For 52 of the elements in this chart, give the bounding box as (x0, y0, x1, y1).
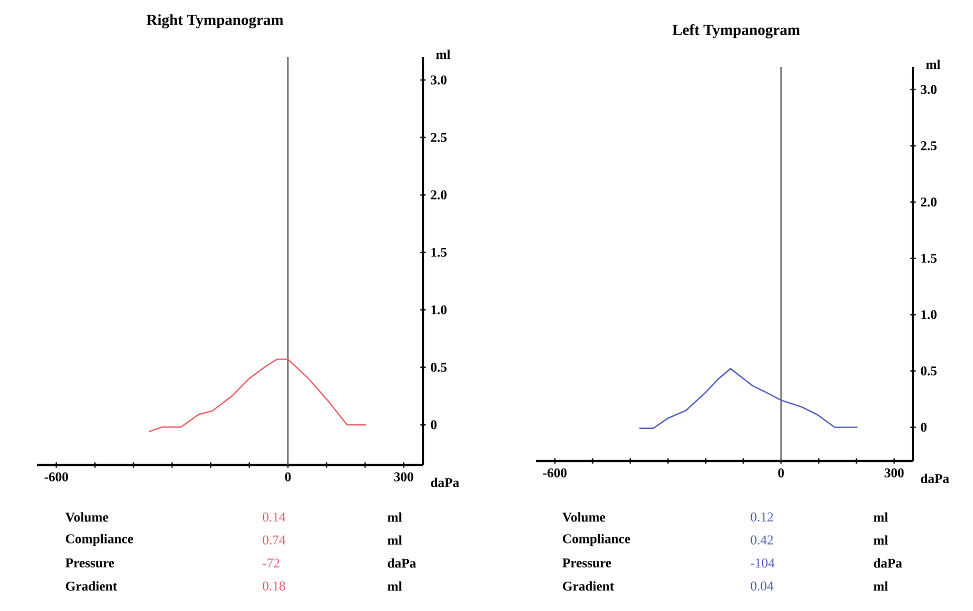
x-axis-title: daPa (430, 478, 460, 488)
text: Compliance (562, 534, 630, 546)
text: Volume (562, 512, 606, 522)
x-tick-label: 0 (285, 472, 291, 482)
y-tick-label: 0.5 (430, 362, 447, 372)
y-tick-label: 2.5 (430, 132, 447, 142)
text: Gradient (66, 581, 118, 591)
y-tick-label: 1.0 (921, 310, 937, 320)
text: 0.18 (262, 581, 286, 591)
x-tick-label: -600 (543, 468, 567, 478)
text: Pressure (66, 558, 114, 568)
text: 0.74 (262, 535, 286, 545)
text: Gradient (562, 581, 614, 591)
x-tick-label: 300 (884, 468, 904, 478)
x-axis-title: daPa (920, 474, 950, 484)
text: 0.04 (750, 581, 774, 591)
text: 0.42 (750, 535, 773, 545)
y-tick-label: 2.5 (920, 141, 937, 150)
y-tick-label: 2.0 (430, 190, 447, 200)
y-tick-label: 0.5 (920, 366, 937, 376)
line-series (148, 358, 367, 432)
y-tick-label: 1.5 (921, 254, 937, 263)
y-tick-label: 1.5 (431, 248, 447, 257)
text: ml (874, 535, 888, 545)
y-tick-label: 2.0 (920, 198, 937, 207)
text: 0.12 (750, 512, 773, 522)
text: ml (874, 512, 888, 522)
text: ml (388, 512, 402, 522)
y-tick-label: 0 (430, 420, 437, 430)
y-axis-title: ml (926, 60, 940, 69)
y-tick-label: 0 (920, 422, 927, 432)
x-tick-label: 0 (778, 468, 784, 478)
x-tick-label: -600 (44, 472, 68, 482)
text: daPa (874, 558, 902, 568)
text: 0.14 (262, 512, 286, 522)
y-axis-title: ml (436, 50, 450, 59)
text: Compliance (66, 534, 134, 546)
text: Volume (65, 512, 108, 522)
y-tick-label: 3.0 (920, 84, 937, 94)
text: -72 (262, 558, 280, 568)
text: -104 (750, 558, 775, 568)
text: daPa (388, 558, 416, 568)
text: Pressure (562, 558, 612, 568)
chart-title: Left Tympanogram (672, 24, 800, 38)
line-series (638, 368, 858, 430)
chart-title: Right Tympanogram (146, 14, 284, 28)
y-tick-label: 1.0 (431, 305, 447, 314)
y-tick-label: 3.0 (430, 75, 447, 85)
text: ml (388, 535, 402, 545)
text: ml (388, 581, 402, 591)
x-tick-label: 300 (394, 472, 414, 482)
text: ml (874, 581, 888, 591)
